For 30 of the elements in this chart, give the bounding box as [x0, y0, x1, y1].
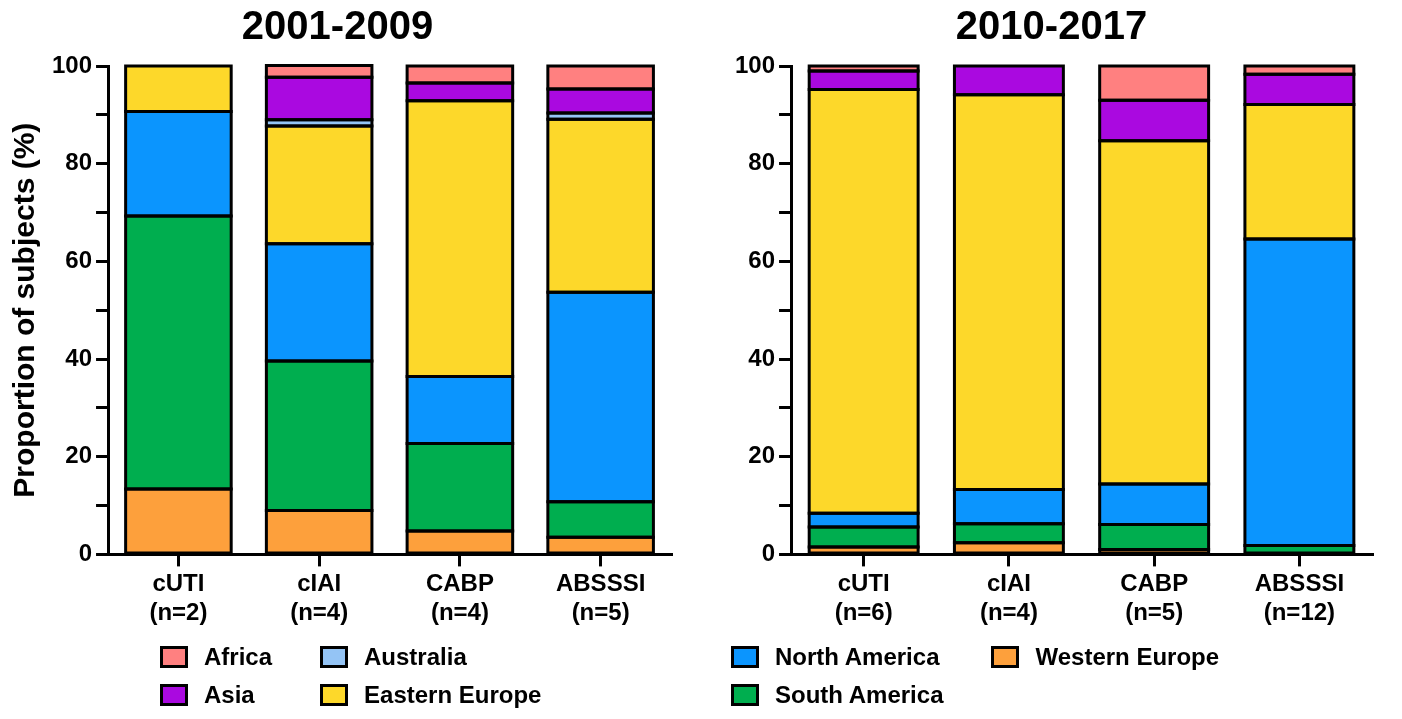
y-tick-label: 40: [65, 343, 93, 371]
x-tick-label: CABP (n=5): [1120, 569, 1189, 626]
x-tick-label: cIAI (n=4): [979, 569, 1038, 626]
y-tick-label: 20: [65, 441, 93, 469]
legend-label: North America: [775, 643, 940, 671]
x-tick-label: cUTI (n=6): [834, 569, 893, 626]
y-tick-label: 80: [748, 148, 776, 176]
legend-label: South America: [775, 681, 944, 709]
chart-title: 2010-2017: [955, 3, 1148, 48]
x-tick-label: CABP (n=4): [425, 569, 494, 626]
x-tick-label: cUTI (n=2): [149, 569, 208, 626]
legend-label: Australia: [364, 643, 467, 671]
y-tick-label: 60: [748, 245, 776, 273]
y-tick-label: 20: [748, 441, 776, 469]
legend-label: Eastern Europe: [364, 681, 542, 709]
y-tick-label: 0: [78, 539, 93, 567]
y-tick-label: 80: [65, 148, 93, 176]
y-tick-label: 100: [735, 50, 776, 78]
y-tick-label: 100: [52, 50, 93, 78]
x-tick-label: ABSSSI (n=12): [1254, 569, 1345, 626]
legend-label: Western Europe: [1035, 643, 1220, 671]
y-tick-label: 40: [748, 343, 776, 371]
x-tick-label: ABSSSI (n=5): [555, 569, 646, 626]
chart-title: 2001-2009: [241, 3, 434, 48]
y-axis-title: Proportion of subjects (%): [7, 122, 41, 498]
legend-label: Asia: [204, 681, 255, 709]
y-tick-label: 0: [761, 539, 776, 567]
y-tick-label: 60: [65, 245, 93, 273]
legend-label: Africa: [204, 643, 273, 671]
x-tick-label: cIAI (n=4): [290, 569, 349, 626]
